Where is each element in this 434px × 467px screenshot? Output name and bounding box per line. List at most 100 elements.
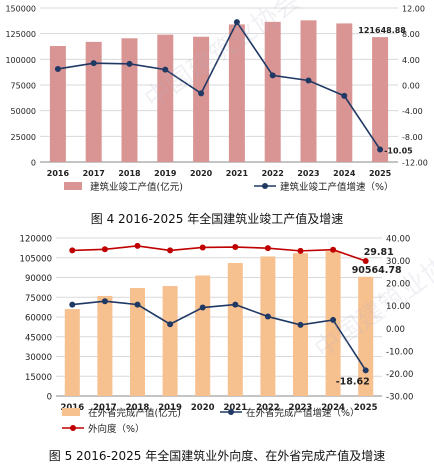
line-point — [305, 77, 312, 84]
bar — [121, 38, 138, 162]
bar — [372, 37, 389, 163]
line-point — [101, 246, 108, 253]
y-right-tick-label: 30.00 — [386, 257, 410, 267]
figure-4-caption: 图 4 2016-2025 年全国建筑业竣工产值及增速 — [90, 212, 344, 226]
line-point — [330, 246, 337, 253]
data-label: -18.62 — [336, 376, 370, 387]
line-point — [198, 90, 205, 97]
bar — [300, 20, 317, 162]
line-point — [264, 245, 271, 252]
bar — [49, 45, 66, 163]
x-tick-label: 2023 — [297, 169, 319, 178]
line-point — [377, 146, 384, 153]
x-tick-label: 2025 — [354, 403, 378, 413]
completed-output-chart-svg: 0 25000 50000 75000 100000 125000 150000 -12.00… — [5, 5, 428, 194]
x-tick-label: 2018 — [118, 169, 141, 178]
bar — [130, 288, 145, 396]
line-point — [233, 19, 240, 26]
bar — [157, 34, 174, 163]
x-tick-label: 2017 — [83, 169, 105, 178]
y-left-tick-label: 25000 — [11, 133, 36, 142]
line-point — [199, 304, 206, 311]
x-tick-label: 2023 — [289, 403, 313, 413]
bar — [195, 275, 211, 396]
y-right-tick-label: -4.00 — [402, 107, 423, 116]
bar — [336, 23, 353, 163]
bar — [97, 295, 113, 396]
line-point — [269, 72, 276, 79]
y-left-tick-label: 60000 — [25, 314, 52, 324]
legend-marker — [70, 425, 76, 431]
bar — [264, 21, 281, 162]
line-point — [69, 301, 76, 308]
series-line — [72, 245, 366, 262]
bar — [260, 256, 276, 396]
data-label: 90564.78 — [352, 265, 402, 276]
line-point — [162, 66, 169, 73]
y-left-tick-label: 90000 — [25, 274, 52, 284]
y-right-tick-label: 20.00 — [386, 280, 410, 290]
y-left-tick-label: 45000 — [25, 333, 52, 343]
x-tick-label: 2020 — [191, 403, 215, 413]
y-right-tick-label: 10.00 — [386, 302, 410, 312]
y-right-tick-label: 8.00 — [402, 30, 420, 39]
x-tick-label: 2022 — [262, 169, 284, 178]
series-line — [72, 300, 367, 371]
line-point — [54, 65, 61, 72]
line-point — [362, 367, 369, 374]
line-point — [126, 60, 133, 67]
y-left-tick-label: 0 — [31, 159, 36, 168]
bar — [64, 309, 80, 396]
y-left-tick-label: 75000 — [11, 82, 36, 91]
y-right-tick-label: -12.00 — [402, 159, 428, 168]
bar — [193, 36, 210, 162]
legend-label: 建筑业竣工产值(亿元) — [90, 181, 183, 193]
y-left-tick-label: 125000 — [5, 30, 36, 39]
y-left-tick-label: 150000 — [5, 5, 36, 14]
y-left-tick-label: 15000 — [25, 373, 52, 383]
y-right-tick-label: 12.00 — [402, 5, 425, 14]
legend-label: 在外省完成产值增速（%） — [246, 407, 360, 419]
y-right-tick-label: 0.00 — [386, 325, 405, 335]
x-tick-label: 2022 — [256, 403, 280, 413]
data-label: 29.81 — [364, 247, 394, 258]
bar — [162, 286, 178, 396]
outbound-output-chart-svg: 0 15000 30000 45000 60000 75000 90000 105000 120… — [20, 235, 414, 436]
line-point — [167, 247, 174, 254]
legend-label: 外向度（%） — [88, 423, 145, 435]
line-point — [297, 247, 304, 254]
y-right-tick-label: -8.00 — [402, 133, 423, 142]
bar — [228, 24, 245, 162]
y-left-tick-label: 0 — [47, 393, 52, 403]
line-point — [167, 321, 174, 328]
x-tick-label: 2024 — [321, 403, 345, 413]
x-tick-label: 2016 — [47, 169, 70, 178]
x-tick-label: 2025 — [369, 169, 392, 178]
bar — [227, 263, 243, 396]
x-tick-label: 2019 — [154, 169, 177, 178]
y-left-tick-label: 75000 — [25, 294, 52, 304]
legend-marker — [262, 183, 268, 189]
line-point — [90, 60, 97, 67]
line-point — [341, 92, 348, 99]
line-point — [232, 301, 239, 308]
x-tick-label: 2021 — [226, 169, 249, 178]
y-right-tick-label: 4.00 — [402, 56, 420, 65]
y-right-tick-label: -30.00 — [386, 393, 413, 403]
legend-swatch — [62, 408, 80, 416]
outbound-output-chart: 0 15000 30000 45000 60000 75000 90000 105000 120… — [0, 228, 434, 440]
x-tick-label: 2018 — [126, 403, 150, 413]
y-left-tick-label: 30000 — [25, 353, 52, 363]
bar — [85, 41, 102, 162]
y-right-tick-label: -20.00 — [386, 370, 413, 380]
line-point — [69, 247, 76, 254]
completed-output-chart: 0 25000 50000 75000 100000 125000 150000 -12.00… — [0, 0, 434, 200]
line-point — [134, 242, 141, 249]
y-right-tick-label: 40.00 — [386, 235, 410, 245]
line-point — [134, 301, 141, 308]
y-left-tick-label: 105000 — [20, 254, 52, 264]
y-left-tick-label: 50000 — [11, 107, 36, 116]
x-tick-label: 2017 — [93, 403, 117, 413]
bar — [325, 251, 341, 396]
line-point — [101, 298, 108, 305]
